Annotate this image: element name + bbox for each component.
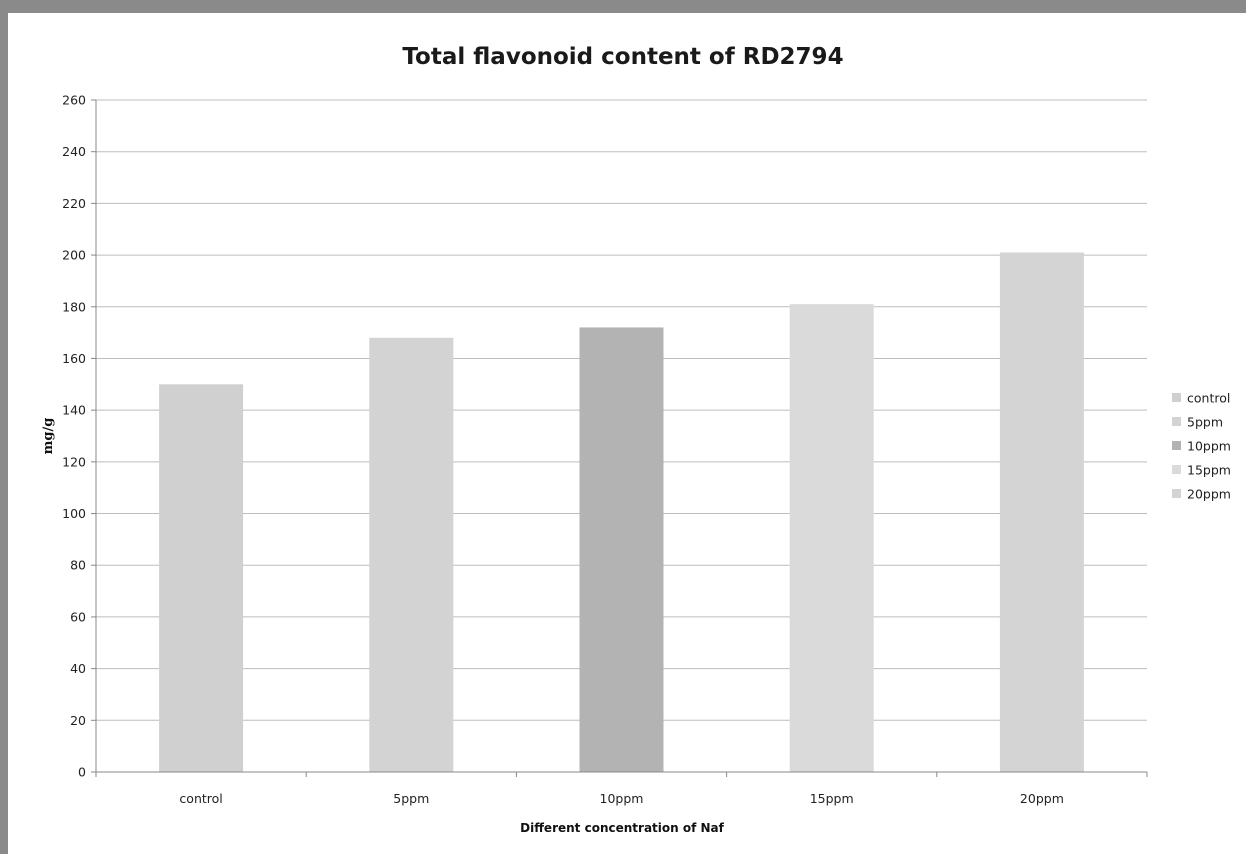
x-tick-label: 15ppm <box>810 791 854 806</box>
y-tick-label: 200 <box>62 248 86 263</box>
y-tick-label: 60 <box>70 609 86 624</box>
y-tick-label: 220 <box>62 196 86 211</box>
bar-20ppm <box>999 252 1084 772</box>
legend-label: control <box>1187 391 1230 406</box>
legend-swatch <box>1172 417 1181 426</box>
legend-label: 5ppm <box>1187 415 1223 430</box>
bars <box>159 252 1084 772</box>
y-tick-label: 120 <box>62 454 86 469</box>
y-tick-label: 240 <box>62 144 86 159</box>
bar-5ppm <box>369 337 454 772</box>
x-axis-label: Different concentration of Naf <box>520 821 724 835</box>
legend-label: 20ppm <box>1187 487 1231 502</box>
y-tick-label: 160 <box>62 351 86 366</box>
x-tick-label: 20ppm <box>1020 791 1064 806</box>
bar-10ppm <box>579 327 664 772</box>
x-tick-label: 5ppm <box>393 791 429 806</box>
legend-label: 10ppm <box>1187 439 1231 454</box>
y-tick-label: 40 <box>70 661 86 676</box>
legend-swatch <box>1172 465 1181 474</box>
y-tick-label: 140 <box>62 403 86 418</box>
y-tick-label: 0 <box>78 765 86 780</box>
chart-title: Total flavonoid content of RD2794 <box>402 44 843 70</box>
y-tick-label: 80 <box>70 558 86 573</box>
y-tick-label: 260 <box>62 93 86 108</box>
x-tick-label: 10ppm <box>600 791 644 806</box>
legend: control 5ppm 10ppm 15ppm 20ppm <box>1172 391 1231 502</box>
y-tick-label: 100 <box>62 506 86 521</box>
legend-swatch <box>1172 441 1181 450</box>
y-axis-label: mg/g <box>41 418 56 455</box>
bar-15ppm <box>789 304 874 772</box>
legend-swatch <box>1172 393 1181 402</box>
x-tick-label: control <box>179 791 222 806</box>
x-axis-ticks: control 5ppm 10ppm 15ppm 20ppm <box>95 772 1148 806</box>
legend-swatch <box>1172 489 1181 498</box>
bar-control <box>159 384 244 772</box>
y-tick-label: 20 <box>70 713 86 728</box>
y-axis-ticks: 0 20 40 60 80 100 120 140 160 180 200 220 240 260 <box>62 93 96 780</box>
y-tick-label: 180 <box>62 299 86 314</box>
legend-label: 15ppm <box>1187 463 1231 478</box>
